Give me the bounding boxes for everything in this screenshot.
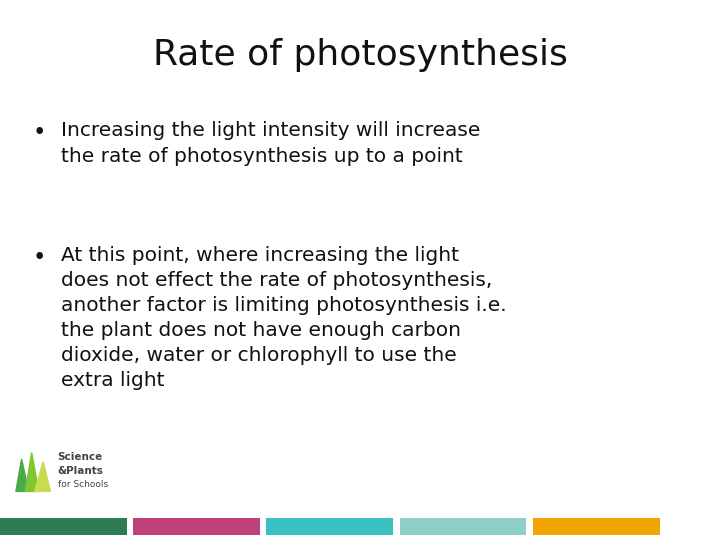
Text: At this point, where increasing the light
does not effect the rate of photosynth: At this point, where increasing the ligh…: [61, 246, 507, 390]
Polygon shape: [35, 462, 50, 491]
Text: •: •: [33, 122, 46, 145]
Text: Science: Science: [58, 452, 103, 462]
Text: Increasing the light intensity will increase
the rate of photosynthesis up to a : Increasing the light intensity will incr…: [61, 122, 480, 165]
Text: &Plants: &Plants: [58, 466, 104, 476]
Bar: [133, 518, 260, 535]
Bar: [0, 518, 127, 535]
Bar: [266, 518, 393, 535]
Text: •: •: [33, 246, 46, 269]
Polygon shape: [16, 459, 29, 491]
Polygon shape: [25, 453, 39, 491]
Bar: [533, 518, 660, 535]
Text: for Schools: for Schools: [58, 480, 108, 489]
Bar: [400, 518, 526, 535]
Text: Rate of photosynthesis: Rate of photosynthesis: [153, 38, 567, 72]
